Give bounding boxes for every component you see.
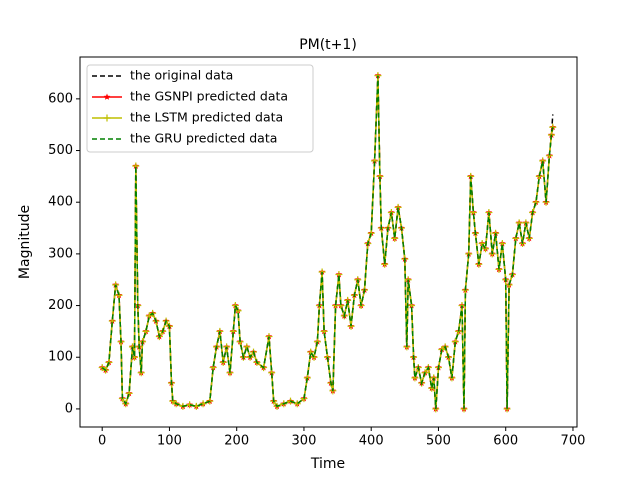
x-axis-label: Time [310, 456, 345, 472]
x-tick-label: 700 [561, 434, 586, 449]
y-tick-label: 600 [48, 91, 73, 106]
legend-label: the LSTM predicted data [130, 110, 283, 125]
series-line [101, 75, 554, 409]
marker [482, 245, 490, 253]
marker [115, 291, 123, 299]
legend-label: the GSNPI predicted data [130, 89, 288, 104]
marker [231, 302, 239, 310]
legend-marker [103, 93, 111, 100]
marker [310, 353, 318, 361]
x-tick-label: 0 [98, 434, 106, 449]
legend-box [86, 64, 314, 153]
x-tick-label: 400 [359, 434, 384, 449]
x-tick-label: 100 [157, 434, 182, 449]
y-tick-label: 300 [48, 246, 73, 261]
legend-label: the original data [130, 68, 233, 83]
legend-label: the GRU predicted data [130, 131, 277, 146]
y-tick-label: 100 [48, 350, 73, 365]
y-tick-label: 500 [48, 143, 73, 158]
axes-frame [79, 56, 578, 428]
x-tick-label: 500 [426, 434, 451, 449]
x-tick-label: 300 [292, 434, 317, 449]
marker [367, 229, 375, 237]
plot-area [98, 72, 557, 413]
y-tick-label: 400 [48, 195, 73, 210]
y-axis-label: Magnitude [17, 205, 33, 279]
chart-title: PM(t+1) [299, 37, 357, 53]
x-tick-label: 200 [224, 434, 249, 449]
legend-marker [103, 114, 111, 122]
y-tick-label: 0 [65, 401, 73, 416]
y-tick-label: 200 [48, 298, 73, 313]
marker [243, 343, 251, 351]
x-tick-label: 600 [493, 434, 518, 449]
marker [293, 400, 301, 408]
marker [199, 400, 207, 408]
